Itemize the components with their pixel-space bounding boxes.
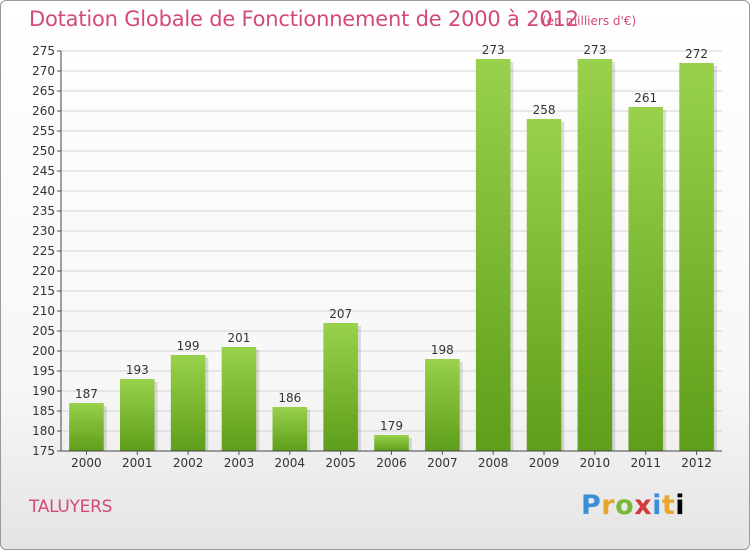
commune-name: TALUYERS bbox=[29, 497, 113, 517]
logo-letter: t bbox=[661, 490, 676, 521]
logo-letter: i bbox=[675, 490, 686, 521]
x-tick-label: 2005 bbox=[325, 456, 356, 470]
y-tick-label: 260 bbox=[32, 104, 55, 118]
y-tick-label: 225 bbox=[32, 244, 55, 258]
bar-value-label: 273 bbox=[482, 43, 505, 57]
y-tick-label: 270 bbox=[32, 64, 55, 78]
y-tick-label: 175 bbox=[32, 444, 55, 458]
y-tick-label: 265 bbox=[32, 84, 55, 98]
y-tick-label: 200 bbox=[32, 344, 55, 358]
y-tick-label: 250 bbox=[32, 144, 55, 158]
logo-letter: x bbox=[634, 490, 653, 521]
bar-value-label: 201 bbox=[228, 331, 251, 345]
y-tick-label: 180 bbox=[32, 424, 55, 438]
x-tick-label: 2002 bbox=[173, 456, 204, 470]
bar-value-label: 207 bbox=[329, 307, 352, 321]
bar bbox=[69, 403, 104, 451]
x-tick-label: 2004 bbox=[275, 456, 306, 470]
bar-value-label: 199 bbox=[177, 339, 200, 353]
bar-value-label: 258 bbox=[533, 103, 556, 117]
y-tick-label: 220 bbox=[32, 264, 55, 278]
y-tick-label: 210 bbox=[32, 304, 55, 318]
bar bbox=[272, 407, 308, 451]
x-tick-label: 2000 bbox=[71, 456, 102, 470]
x-tick-label: 2008 bbox=[478, 456, 509, 470]
bar bbox=[679, 63, 714, 451]
bar bbox=[526, 119, 562, 451]
y-tick-label: 230 bbox=[32, 224, 55, 238]
axis-layer: 175 180 185 190 195 200 205 210 215 220 225 230 235 2… bbox=[32, 44, 722, 470]
proxiti-logo[interactable]: Proxiti bbox=[581, 490, 685, 521]
bar bbox=[170, 355, 206, 451]
bar bbox=[577, 59, 613, 451]
y-tick-label: 215 bbox=[32, 284, 55, 298]
bar bbox=[323, 323, 358, 451]
x-tick-label: 2011 bbox=[630, 456, 661, 470]
bar-value-label: 187 bbox=[75, 387, 98, 401]
bar-value-label: 261 bbox=[634, 91, 657, 105]
bars-layer: 187 193 199 201 186 207 179 198 273 258 273 261 272 bbox=[69, 43, 717, 451]
logo-letter: P bbox=[581, 490, 602, 521]
bar-value-label: 272 bbox=[685, 47, 708, 61]
logo-letter: r bbox=[601, 490, 616, 521]
bar bbox=[221, 347, 257, 451]
bar-value-label: 193 bbox=[126, 363, 149, 377]
x-tick-label: 2006 bbox=[376, 456, 407, 470]
bar-value-label: 273 bbox=[583, 43, 606, 57]
y-tick-label: 205 bbox=[32, 324, 55, 338]
y-tick-label: 195 bbox=[32, 364, 55, 378]
chart-unit-note: (en milliers d'€) bbox=[542, 14, 637, 28]
bar bbox=[628, 107, 664, 451]
x-tick-label: 2001 bbox=[122, 456, 153, 470]
x-tick-label: 2010 bbox=[580, 456, 611, 470]
bar bbox=[425, 359, 460, 451]
y-tick-label: 255 bbox=[32, 124, 55, 138]
bar-value-label: 198 bbox=[431, 343, 454, 357]
x-tick-label: 2003 bbox=[224, 456, 255, 470]
bar bbox=[119, 379, 155, 451]
bar-value-label: 186 bbox=[278, 391, 301, 405]
bar bbox=[475, 59, 511, 451]
y-tick-label: 190 bbox=[32, 384, 55, 398]
y-tick-label: 245 bbox=[32, 164, 55, 178]
y-tick-label: 275 bbox=[32, 44, 55, 58]
logo-letter: o bbox=[615, 490, 635, 521]
x-tick-label: 2007 bbox=[427, 456, 458, 470]
grid-layer bbox=[61, 50, 722, 452]
y-tick-label: 240 bbox=[32, 184, 55, 198]
bar bbox=[374, 435, 409, 451]
y-tick-label: 235 bbox=[32, 204, 55, 218]
logo-letter: i bbox=[652, 490, 662, 521]
chart-title: Dotation Globale de Fonctionnement de 20… bbox=[29, 7, 579, 31]
x-tick-label: 2009 bbox=[529, 456, 560, 470]
bar-value-label: 179 bbox=[380, 419, 403, 433]
x-tick-label: 2012 bbox=[681, 456, 712, 470]
y-tick-label: 185 bbox=[32, 404, 55, 418]
